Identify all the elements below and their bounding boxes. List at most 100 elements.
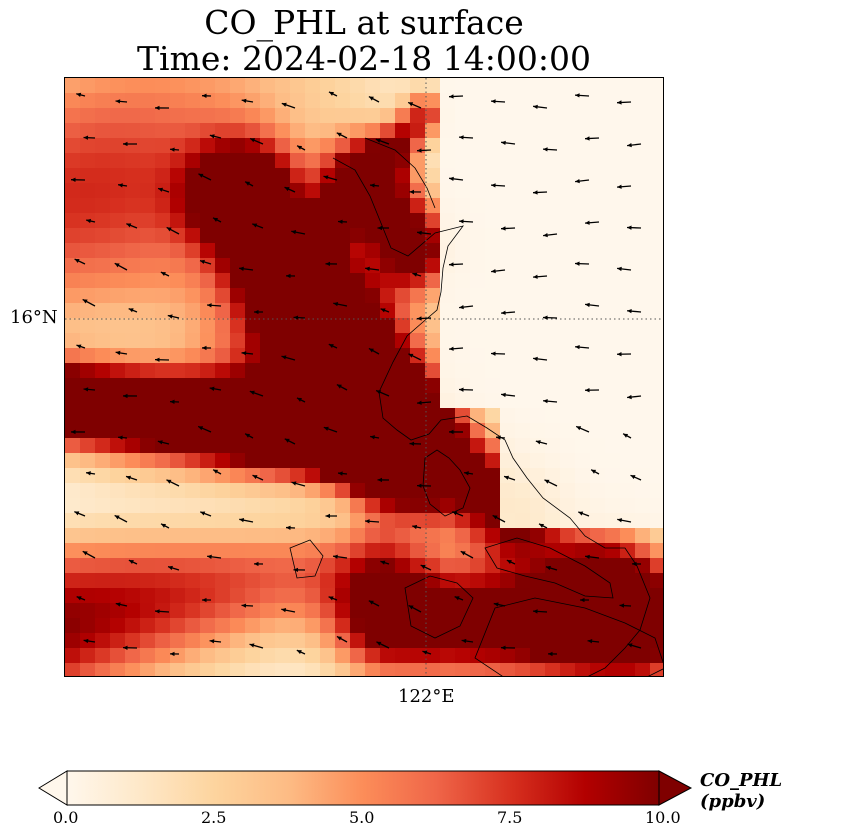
concentration-cell [335, 108, 351, 124]
concentration-cell [80, 183, 96, 199]
concentration-cell [545, 198, 561, 214]
concentration-cell [185, 618, 201, 634]
concentration-cell [260, 108, 276, 124]
concentration-cell [470, 528, 486, 544]
concentration-cell [335, 393, 351, 409]
concentration-cell [545, 558, 561, 574]
concentration-cell [335, 243, 351, 259]
concentration-cell [455, 273, 471, 289]
concentration-cell [350, 93, 366, 109]
concentration-cell [125, 618, 141, 634]
concentration-cell [275, 513, 291, 529]
concentration-cell [260, 228, 276, 244]
concentration-cell [350, 423, 366, 439]
concentration-cell [125, 363, 141, 379]
concentration-cell [110, 288, 126, 304]
concentration-cell [215, 228, 231, 244]
concentration-cell [230, 258, 246, 274]
wind-arrowhead [250, 138, 256, 143]
concentration-cell [95, 78, 111, 94]
concentration-cell [185, 513, 201, 529]
wind-arrowhead [617, 184, 622, 189]
concentration-cell [305, 123, 321, 139]
concentration-cell [395, 498, 411, 514]
concentration-cell [590, 318, 606, 334]
concentration-cell [245, 453, 261, 469]
concentration-cell [110, 393, 126, 409]
concentration-cell [65, 138, 81, 154]
concentration-cell [335, 663, 351, 676]
concentration-cell [485, 378, 501, 394]
concentration-cell [530, 618, 546, 634]
concentration-cell [545, 513, 561, 529]
wind-arrowhead [459, 135, 464, 140]
concentration-cell [500, 603, 516, 619]
concentration-cell [350, 168, 366, 184]
concentration-cell [245, 648, 261, 664]
concentration-cell [470, 318, 486, 334]
wind-arrowhead [548, 651, 553, 657]
concentration-cell [575, 123, 591, 139]
concentration-cell [260, 123, 276, 139]
concentration-cell [470, 123, 486, 139]
concentration-cell [395, 483, 411, 499]
concentration-cell [380, 603, 396, 619]
wind-arrowhead [336, 384, 342, 389]
concentration-cell [485, 453, 501, 469]
concentration-cell [560, 498, 576, 514]
concentration-cell [305, 303, 321, 319]
concentration-cell [590, 588, 606, 604]
concentration-cell [290, 303, 306, 319]
concentration-cell [245, 333, 261, 349]
concentration-cell [215, 348, 231, 364]
concentration-cell [650, 543, 663, 559]
wind-arrowhead [123, 393, 128, 399]
concentration-cell [560, 588, 576, 604]
concentration-cell [485, 393, 501, 409]
concentration-cell [365, 168, 381, 184]
concentration-cell [350, 348, 366, 364]
concentration-cell [575, 78, 591, 94]
concentration-cell [215, 108, 231, 124]
concentration-cell [485, 438, 501, 454]
concentration-cell [350, 198, 366, 214]
concentration-cell [200, 198, 216, 214]
concentration-cell [635, 543, 651, 559]
concentration-cell [440, 603, 456, 619]
concentration-cell [515, 558, 531, 574]
wind-arrowhead [591, 469, 597, 474]
concentration-cell [305, 363, 321, 379]
wind-arrowhead [491, 268, 496, 274]
concentration-cell [335, 633, 351, 649]
concentration-cell [65, 273, 81, 289]
concentration-cell [140, 363, 156, 379]
concentration-cell [185, 228, 201, 244]
concentration-cell [650, 258, 663, 274]
concentration-cell [335, 618, 351, 634]
concentration-cell [500, 213, 516, 229]
concentration-cell [80, 468, 96, 484]
concentration-cell [215, 93, 231, 109]
concentration-cell [155, 378, 171, 394]
concentration-cell [485, 528, 501, 544]
concentration-cell [455, 258, 471, 274]
concentration-cell [575, 153, 591, 169]
concentration-cell [395, 213, 411, 229]
concentration-cell [170, 123, 186, 139]
concentration-cell [320, 78, 336, 94]
concentration-cell [440, 303, 456, 319]
concentration-cell [245, 393, 261, 409]
concentration-cell [65, 513, 81, 529]
concentration-cell [470, 618, 486, 634]
concentration-cell [155, 348, 171, 364]
concentration-cell [335, 573, 351, 589]
concentration-cell [155, 618, 171, 634]
concentration-cell [515, 318, 531, 334]
concentration-cell [305, 498, 321, 514]
concentration-cell [635, 288, 651, 304]
concentration-cell [605, 378, 621, 394]
island-outline [422, 449, 471, 517]
concentration-cell [65, 528, 81, 544]
concentration-cell [65, 93, 81, 109]
concentration-cell [110, 153, 126, 169]
